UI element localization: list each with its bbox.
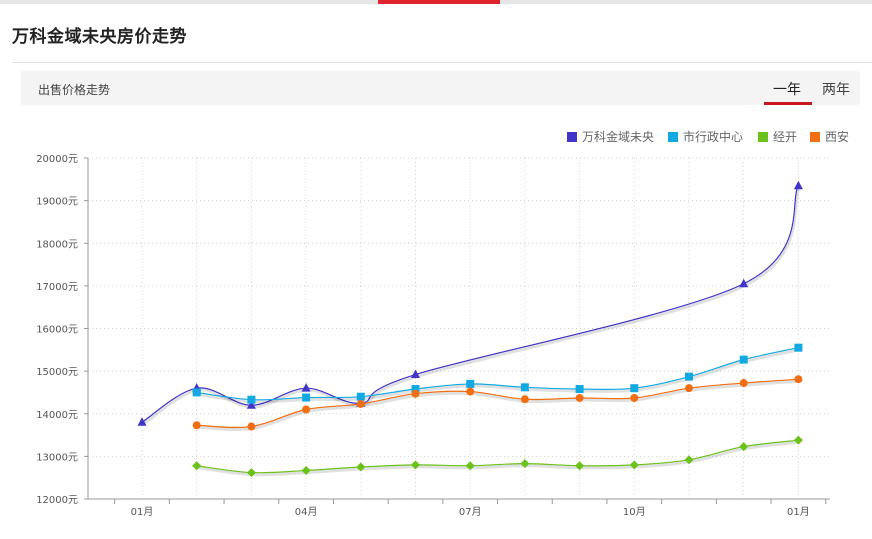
active-tab-underline (764, 102, 812, 105)
chart-grid: 20000元 19000元 18000元 17000元 16000元 15000元 1400… (36, 154, 830, 506)
data-point (794, 375, 803, 384)
top-bar-active-indicator (378, 0, 500, 4)
data-point (794, 343, 803, 352)
page-title: 万科金域未央房价走势 (12, 27, 187, 47)
data-point (685, 372, 693, 381)
series-2 (192, 343, 803, 404)
data-point (411, 385, 420, 394)
data-point (739, 355, 748, 364)
data-point (630, 384, 639, 393)
tab-two-years[interactable]: 两年 (822, 82, 850, 98)
data-point (411, 369, 420, 379)
legend-swatch (668, 132, 678, 142)
y-tick-label: 19000元 (36, 197, 78, 208)
data-point (684, 455, 694, 465)
series-3 (192, 435, 803, 478)
x-tick-label: 10月 (623, 506, 646, 518)
data-point (520, 459, 530, 469)
data-point (137, 417, 147, 426)
title-divider (12, 62, 872, 63)
legend-label: 万科金域未央 (582, 129, 654, 144)
data-point (630, 393, 639, 402)
legend-swatch (758, 132, 768, 142)
data-point (246, 468, 256, 478)
tab-one-year[interactable]: 一年 (773, 82, 801, 98)
chart-section-title: 出售价格走势 (38, 83, 111, 97)
data-point (685, 384, 693, 393)
data-point (411, 389, 420, 398)
data-point (575, 393, 584, 402)
x-tick-label: 01月 (787, 506, 810, 518)
data-point (629, 460, 639, 470)
data-point (192, 388, 201, 397)
data-point (739, 442, 749, 452)
data-point (247, 395, 256, 404)
legend-label: 经开 (773, 130, 797, 144)
y-tick-label: 12000元 (36, 495, 78, 506)
data-point (739, 278, 749, 288)
y-tick-label: 18000元 (36, 239, 78, 250)
data-point (411, 460, 420, 470)
y-tick-label: 15000元 (36, 367, 78, 378)
series-line (196, 347, 799, 401)
x-tick-label: 07月 (459, 506, 482, 518)
y-tick-label: 14000元 (36, 410, 78, 421)
series-4 (192, 375, 803, 431)
data-point (466, 387, 475, 396)
data-point (246, 400, 256, 409)
data-point (575, 385, 584, 394)
legend-swatch (567, 132, 577, 142)
data-point (356, 462, 366, 472)
series-line-shadow (197, 379, 800, 431)
data-point (302, 393, 311, 402)
data-point (465, 461, 475, 471)
y-tick-label: 16000元 (36, 325, 78, 336)
legend: 万科金域未央 市行政中心 经开 西安 (567, 129, 849, 144)
data-point (793, 180, 803, 190)
chart-toolbar: 出售价格走势 一年 两年 (21, 71, 860, 105)
series-line-shadow (197, 440, 800, 477)
legend-label: 市行政中心 (683, 129, 743, 144)
data-point (520, 383, 529, 392)
data-point (301, 383, 311, 392)
data-point (575, 461, 585, 471)
data-point (301, 465, 311, 475)
data-point (739, 379, 748, 388)
x-tick-label: 01月 (131, 506, 154, 518)
legend-swatch (810, 132, 820, 142)
data-point (793, 435, 803, 445)
series-line (196, 439, 799, 474)
x-tick-label: 04月 (295, 506, 318, 518)
data-point (466, 379, 475, 388)
series-line (196, 378, 799, 429)
legend-label: 西安 (825, 129, 849, 144)
data-point (247, 422, 256, 431)
data-point (192, 461, 202, 471)
y-tick-label: 13000元 (36, 452, 78, 463)
data-point (302, 405, 311, 414)
data-point (356, 399, 365, 408)
data-point (356, 392, 365, 401)
y-tick-label: 17000元 (36, 282, 78, 293)
data-point (520, 395, 529, 404)
y-tick-label: 20000元 (36, 154, 78, 165)
data-point (192, 421, 201, 430)
